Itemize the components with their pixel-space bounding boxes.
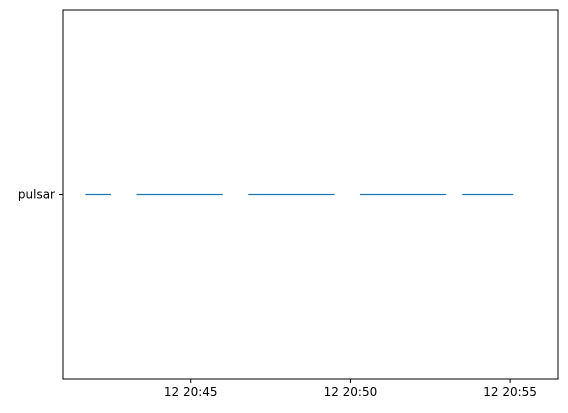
y-ticks-group: pulsar [18,188,63,202]
x-tick-label: 12 20:55 [483,385,537,399]
x-tick-label: 12 20:50 [324,385,378,399]
plot-frame [62,9,559,380]
y-tick-label: pulsar [18,188,55,202]
x-tick-label: 12 20:45 [164,385,218,399]
x-ticks-group: 12 20:45 12 20:50 12 20:55 [164,379,537,399]
